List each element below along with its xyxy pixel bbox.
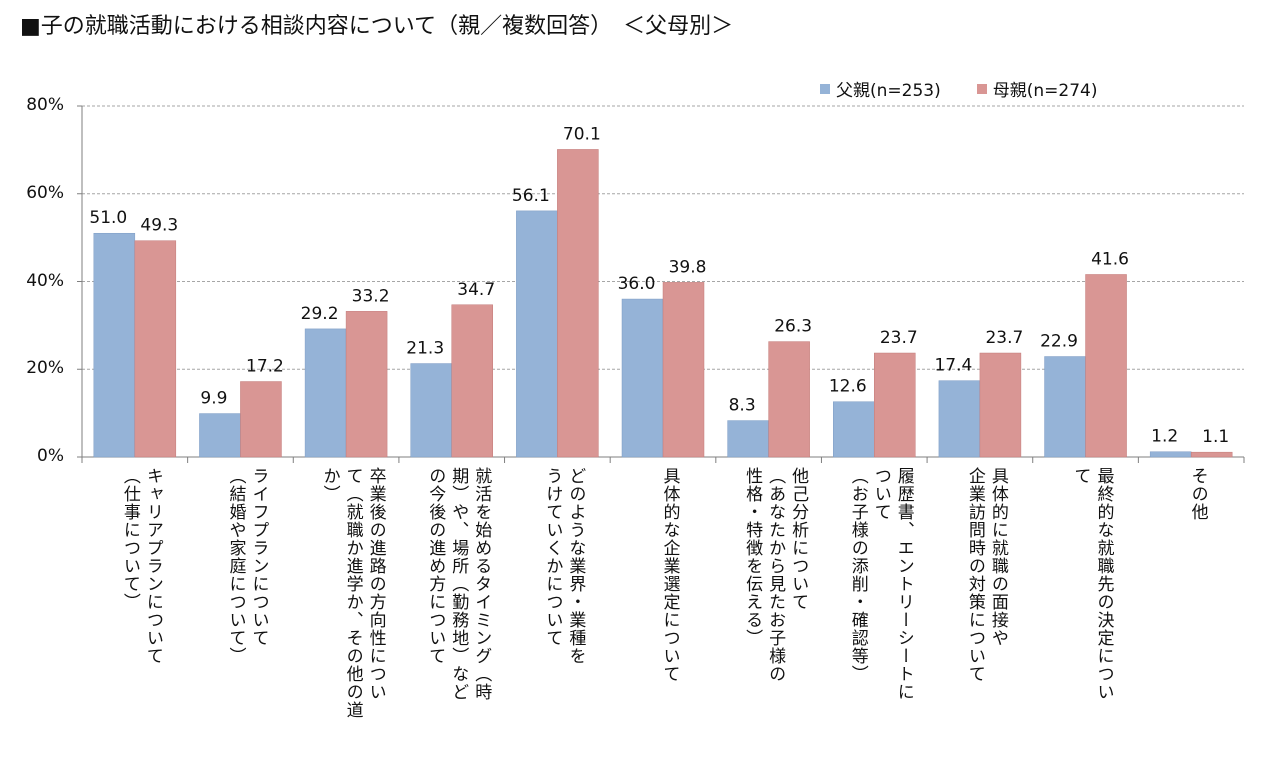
y-tick-label: 80% — [26, 95, 64, 115]
y-tick-label: 60% — [26, 182, 64, 203]
legend-swatch-mother — [976, 83, 987, 94]
y-tick-label: 0% — [37, 446, 64, 466]
legend-item-father: 父親(n=253) — [820, 76, 941, 101]
data-label-mother: 49.3 — [140, 216, 178, 236]
legend: 父親(n=253) 母親(n=274) — [820, 76, 1097, 101]
bar-father — [833, 401, 875, 458]
bar-father — [516, 210, 558, 458]
bar-father — [199, 413, 241, 458]
x-category-label: キャリアプランについて （仕事について） — [119, 467, 163, 665]
bar-mother — [134, 240, 177, 458]
y-tick-label: 40% — [26, 270, 64, 291]
data-label-father: 9.9 — [200, 389, 227, 409]
y-tick-label: 20% — [26, 358, 64, 379]
bar-father — [727, 420, 769, 458]
x-category-label: その他 — [1187, 467, 1208, 521]
data-label-mother: 39.8 — [669, 257, 707, 277]
bar-father — [304, 328, 347, 458]
bar-father — [621, 298, 664, 458]
bar-mother — [240, 381, 282, 458]
data-label-father: 21.3 — [406, 339, 444, 359]
data-label-mother: 41.6 — [1091, 249, 1129, 269]
legend-label-mother: 母親(n=274) — [992, 81, 1098, 101]
x-category-label: 具体的な企業選定について — [659, 467, 680, 683]
x-category-label: どのような業界・業種を うけていくかについて — [542, 467, 586, 665]
bar-mother — [768, 341, 810, 458]
bar-mother — [1085, 274, 1127, 458]
bar-father — [938, 380, 981, 458]
bar-father — [1149, 451, 1192, 458]
bar-mother — [662, 282, 705, 458]
data-label-mother: 17.2 — [246, 357, 284, 377]
x-category-label: 卒業後の進路の方向性につい て（就職か進学か、その他の道 か） — [319, 467, 386, 719]
legend-label-father: 父親(n=253) — [836, 81, 941, 101]
data-label-father: 22.9 — [1040, 332, 1078, 352]
data-label-father: 8.3 — [729, 396, 756, 416]
bar-mother — [979, 352, 1022, 458]
legend-item-mother: 母親(n=274) — [976, 76, 1098, 101]
bar-father — [410, 363, 452, 458]
data-label-mother: 1.1 — [1202, 427, 1229, 447]
x-category-label: 就活を始めるタイミング（時 期）や、場所（勤務地）など の今後の進め方について — [425, 467, 492, 701]
data-label-mother: 33.2 — [352, 286, 390, 306]
data-label-father: 51.0 — [89, 208, 127, 228]
data-label-mother: 23.7 — [880, 328, 918, 348]
bar-father — [1044, 356, 1086, 458]
bar-mother — [1190, 451, 1233, 458]
data-label-mother: 70.1 — [563, 124, 601, 144]
chart-title: ■子の就職活動における相談内容について（親／複数回答） ＜父母別＞ — [20, 14, 734, 39]
x-category-label: 具体的に就職の面接や 企業訪問時の対策について — [964, 467, 1008, 683]
x-category-label: ライフプランについて （結婚や家庭について） — [225, 467, 269, 665]
bar-mother — [874, 352, 916, 458]
data-label-father: 1.2 — [1151, 427, 1178, 447]
data-label-father: 17.4 — [934, 356, 972, 376]
data-label-mother: 26.3 — [774, 317, 812, 337]
data-label-father: 12.6 — [829, 377, 867, 397]
x-category-label: 他己分析について （あなたから見たお子様の 性格・特徴を伝える） — [742, 467, 809, 683]
x-category-label: 履歴書、エントリーシートに ついて （お子様の添削・確認等） — [847, 467, 914, 701]
data-label-father: 36.0 — [618, 274, 656, 294]
data-label-mother: 34.7 — [457, 280, 495, 300]
data-label-mother: 23.7 — [985, 328, 1023, 348]
x-category-label: 最終的な就職先の決定につい て — [1070, 467, 1114, 701]
legend-swatch-father — [820, 83, 830, 94]
bar-mother — [451, 304, 493, 458]
bar-mother — [557, 149, 599, 458]
data-label-father: 56.1 — [512, 186, 550, 206]
data-label-father: 29.2 — [301, 304, 339, 324]
bar-father — [93, 232, 136, 458]
bar-mother — [345, 311, 388, 458]
